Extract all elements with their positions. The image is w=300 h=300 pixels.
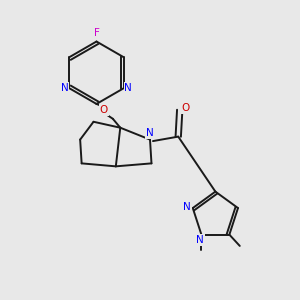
Text: N: N: [196, 235, 204, 245]
Text: F: F: [94, 28, 99, 38]
Text: O: O: [181, 103, 189, 113]
Text: N: N: [146, 128, 154, 138]
Text: N: N: [124, 83, 132, 93]
Text: N: N: [61, 83, 69, 93]
Text: N: N: [183, 202, 191, 212]
Text: O: O: [100, 105, 108, 115]
